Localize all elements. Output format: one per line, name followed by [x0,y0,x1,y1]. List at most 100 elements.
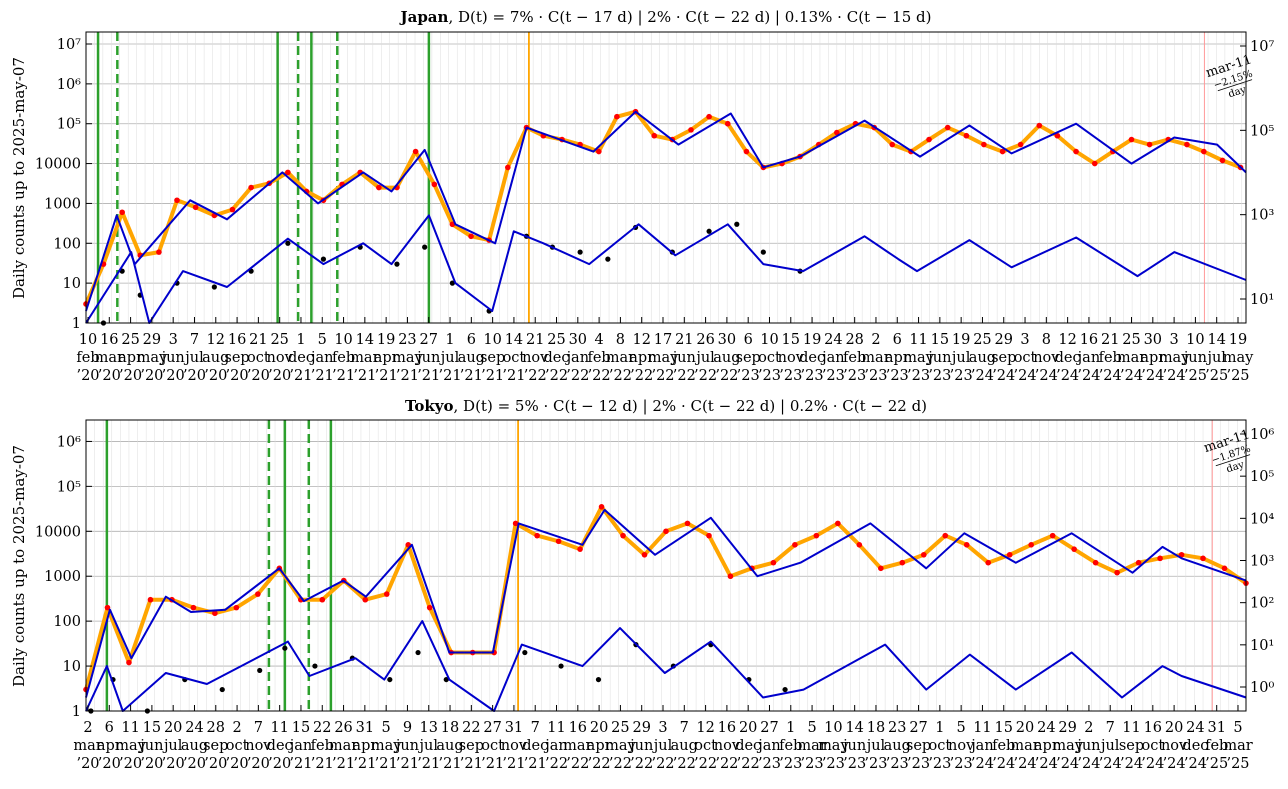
x-tick-year: ’21 [289,756,312,772]
x-tick-year: ’24 [1014,756,1037,772]
x-tick-day: 11 [547,720,565,736]
x-tick-year: ’22 [588,756,611,772]
x-tick-year: ’20 [183,368,206,384]
x-tick-day: 11 [1122,720,1140,736]
x-tick-day: 14 [845,720,863,736]
x-tick-year: ’25 [1226,368,1249,384]
x-tick-day: 30 [1144,332,1162,348]
x-tick-year: ’20 [76,756,99,772]
x-tick-day: 15 [292,720,310,736]
x-tick-month: dec [544,350,570,366]
japan-deaths-point [577,249,583,255]
x-tick-day: 25 [973,332,991,348]
tokyo-cases-point [727,573,734,580]
x-tick-day: 19 [803,332,821,348]
x-tick-day: 1 [786,720,795,736]
tokyo-cases-point [1200,555,1206,562]
y-right-tick-label: 10⁶ [1250,427,1274,443]
japan-cases-point [285,169,291,176]
x-tick-month: sep [480,350,505,366]
x-tick-year: ’22 [694,756,717,772]
x-tick-year: ’20 [247,756,270,772]
tokyo-cases-point [1092,559,1099,566]
x-tick-day: 23 [398,332,416,348]
x-tick-day: 25 [270,332,288,348]
y-tick-label: 10⁵ [57,117,81,133]
japan-cases-point [1201,148,1207,155]
x-tick-year: ’21 [396,756,419,772]
x-tick-day: 6 [893,332,902,348]
x-tick-year: ’21 [353,756,376,772]
x-tick-year: ’21 [524,756,547,772]
x-tick-day: 11 [973,720,991,736]
x-tick-month: oct [929,738,952,754]
japan-x-ticks: 10feb’2016mar’2025apr’2029may’203jun’207… [76,317,1254,384]
x-tick-day: 2 [232,720,241,736]
x-tick-year: ’25 [1226,756,1249,772]
x-tick-month: apr [1140,350,1165,366]
tokyo-cases-point [362,596,369,603]
x-tick-day: 6 [744,332,753,348]
x-tick-day: 23 [888,720,906,736]
x-tick-month: jan [543,738,567,754]
japan-cases-point [889,141,896,148]
x-tick-day: 10 [1186,332,1204,348]
tokyo-cases-point [1178,551,1185,558]
x-tick-day: 14 [356,332,374,348]
tokyo-y-ticks-right: 10⁰ 10¹ 10² 10³ 10⁴ 10⁵ 10⁶ [1240,427,1274,696]
japan-cases-point [706,113,712,120]
x-tick-day: 12 [207,332,225,348]
tokyo-y-axis-label: Daily counts up to 2025-may-07 [10,445,28,687]
x-tick-month: aug [458,350,485,366]
x-tick-day: 14 [505,332,523,348]
x-tick-year: ’24 [1141,756,1164,772]
japan-cases-smoothed-line [84,109,1242,305]
tokyo-cases-point [899,559,906,566]
x-tick-day: 5 [1233,720,1242,736]
x-tick-year: ’22 [545,368,568,384]
x-tick-year: ’21 [332,368,355,384]
x-tick-year: ’23 [779,368,802,384]
x-tick-day: 20 [1165,720,1183,736]
x-tick-day: 5 [382,720,391,736]
x-tick-year: ’22 [630,368,653,384]
x-tick-year: ’24 [1120,368,1143,384]
tokyo-series [83,504,1249,714]
x-tick-month: aug [884,738,911,754]
x-tick-day: 2 [83,720,92,736]
x-tick-month: jun [160,350,185,366]
x-tick-year: ’21 [439,756,462,772]
japan-cases-point [724,120,731,127]
tokyo-model-line [85,508,1247,698]
x-tick-year: ’23 [843,368,866,384]
x-tick-month: sep [736,350,761,366]
x-tick-day: 3 [169,332,178,348]
x-tick-year: ’23 [907,368,930,384]
x-tick-day: 2 [1084,720,1093,736]
japan-title-region: Japan [399,8,449,26]
x-tick-day: 5 [957,720,966,736]
x-tick-day: 4 [594,332,603,348]
x-tick-month: jul [865,738,886,754]
x-tick-month: oct [481,738,504,754]
x-tick-day: 16 [100,332,118,348]
x-tick-year: ’21 [481,368,504,384]
x-tick-year: ’20 [247,368,270,384]
x-tick-year: ’22 [715,756,738,772]
tokyo-cases-point [856,542,863,548]
x-tick-day: 21 [1101,332,1119,348]
x-tick-day: 6 [467,332,476,348]
tokyo-event-lines [105,420,1213,711]
x-tick-month: jun [394,738,419,754]
y-right-tick-label: 10⁷ [1250,39,1274,55]
japan-cases-point [412,148,419,155]
japan-cases-point [174,197,180,204]
x-tick-day: 20 [739,720,757,736]
japan-cases-point [963,132,970,139]
x-tick-year: ’23 [843,756,866,772]
x-tick-year: ’23 [950,756,973,772]
japan-model_deaths-line [85,214,1247,324]
japan-cases-point [1128,136,1135,143]
x-tick-year: ’20 [76,368,99,384]
